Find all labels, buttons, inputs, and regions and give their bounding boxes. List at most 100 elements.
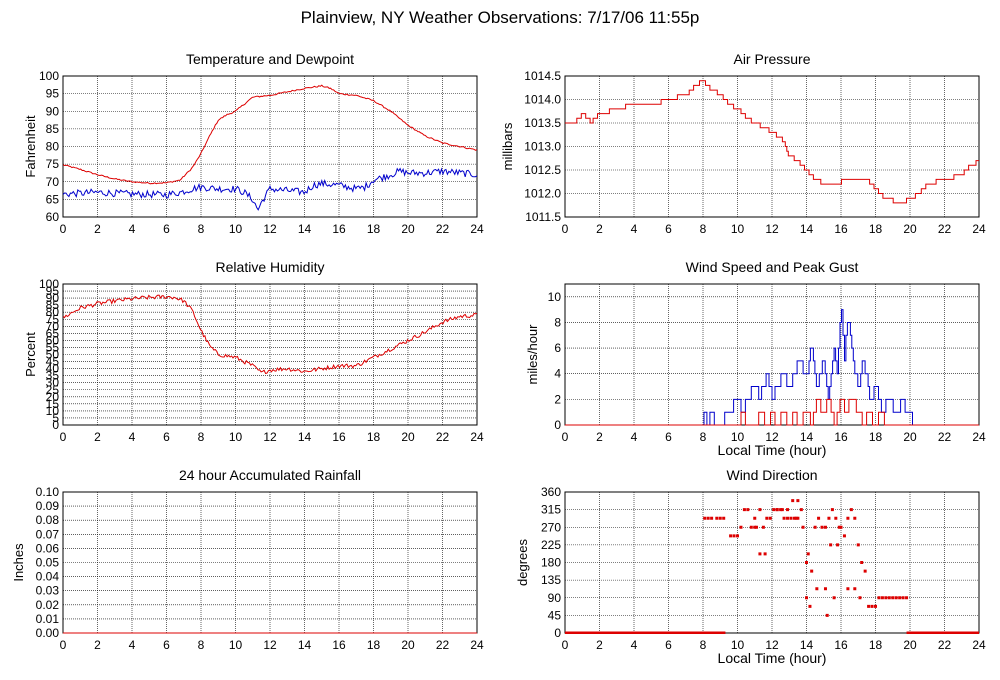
y-tick-label: 1014.5 bbox=[524, 69, 561, 83]
y-tick-label: 0.07 bbox=[36, 527, 60, 541]
x-tick-label: 14 bbox=[800, 222, 814, 236]
x-tick-label: 24 bbox=[470, 222, 484, 236]
x-tick-label: 24 bbox=[972, 638, 986, 652]
y-tick-label: 0.05 bbox=[36, 556, 60, 570]
x-tick-label: 4 bbox=[631, 430, 638, 444]
direction-point bbox=[754, 525, 758, 529]
y-tick-label: 0.08 bbox=[36, 513, 60, 527]
x-tick-label: 22 bbox=[938, 430, 952, 444]
direction-point bbox=[794, 516, 798, 520]
y-tick-label: 90 bbox=[46, 104, 60, 118]
direction-point bbox=[786, 508, 790, 512]
x-tick-label: 14 bbox=[298, 222, 312, 236]
x-tick-label: 22 bbox=[938, 222, 952, 236]
x-tick-label: 8 bbox=[700, 222, 707, 236]
x-tick-label: 16 bbox=[332, 222, 346, 236]
direction-point bbox=[739, 525, 743, 529]
direction-point bbox=[792, 516, 796, 520]
y-tick-label: 270 bbox=[541, 520, 561, 534]
chart-title: Wind Speed and Peak Gust bbox=[686, 259, 859, 275]
chart-title: Temperature and Dewpoint bbox=[186, 51, 354, 67]
direction-point bbox=[853, 516, 857, 520]
direction-point bbox=[799, 508, 803, 512]
y-tick-label: 70 bbox=[46, 175, 60, 189]
x-tick-label: 6 bbox=[665, 430, 672, 444]
direction-point bbox=[763, 552, 767, 556]
x-tick-label: 22 bbox=[436, 638, 450, 652]
x-tick-label: 8 bbox=[198, 638, 205, 652]
direction-point bbox=[775, 508, 779, 512]
series-line-0 bbox=[565, 80, 979, 204]
direction-point bbox=[825, 613, 829, 617]
direction-point bbox=[856, 543, 860, 547]
direction-point bbox=[863, 569, 867, 573]
x-tick-label: 20 bbox=[401, 430, 415, 444]
direction-point bbox=[891, 596, 895, 600]
direction-point bbox=[758, 552, 762, 556]
direction-point bbox=[753, 525, 757, 529]
direction-point bbox=[805, 561, 808, 564]
y-tick-label: 1012.5 bbox=[524, 163, 561, 177]
direction-point bbox=[836, 543, 840, 547]
y-tick-label: 0.01 bbox=[36, 612, 60, 626]
x-tick-label: 6 bbox=[163, 222, 170, 236]
x-tick-label: 0 bbox=[562, 430, 569, 444]
x-tick-label: 24 bbox=[470, 638, 484, 652]
direction-point bbox=[742, 508, 746, 512]
y-tick-label: 90 bbox=[46, 291, 60, 305]
y-tick-label: 8 bbox=[554, 315, 561, 329]
y-tick-label: 180 bbox=[541, 556, 561, 570]
direction-point bbox=[853, 587, 857, 591]
direction-point bbox=[842, 534, 846, 538]
direction-point bbox=[849, 508, 853, 512]
direction-point bbox=[817, 516, 821, 520]
y-tick-label: 0.03 bbox=[36, 584, 60, 598]
direction-point bbox=[808, 604, 812, 608]
direction-point bbox=[786, 516, 790, 520]
direction-point bbox=[884, 596, 888, 600]
chart-title: Air Pressure bbox=[733, 51, 810, 67]
x-tick-label: 24 bbox=[470, 430, 484, 444]
x-tick-label: 24 bbox=[972, 430, 986, 444]
y-tick-label: 1012.0 bbox=[524, 187, 561, 201]
y-tick-label: 100 bbox=[39, 277, 59, 291]
direction-point bbox=[829, 543, 833, 547]
direction-point bbox=[779, 508, 783, 512]
x-tick-label: 20 bbox=[903, 430, 917, 444]
direction-point bbox=[810, 569, 814, 573]
y-tick-label: 80 bbox=[46, 305, 60, 319]
direction-point bbox=[806, 552, 810, 556]
direction-point bbox=[846, 587, 850, 591]
x-tick-label: 24 bbox=[972, 222, 986, 236]
plot-frame bbox=[564, 491, 980, 634]
x-tick-label: 0 bbox=[60, 430, 67, 444]
x-tick-label: 8 bbox=[700, 638, 707, 652]
y-tick-label: 10 bbox=[46, 404, 60, 418]
y-tick-label: 1013.0 bbox=[524, 140, 561, 154]
x-tick-label: 10 bbox=[229, 430, 243, 444]
plot-area bbox=[565, 499, 979, 634]
y-tick-label: 6 bbox=[554, 341, 561, 355]
x-tick-label: 18 bbox=[367, 430, 381, 444]
y-tick-label: 50 bbox=[46, 348, 60, 362]
x-tick-label: 4 bbox=[129, 222, 136, 236]
x-tick-label: 16 bbox=[834, 222, 848, 236]
x-tick-label: 22 bbox=[436, 222, 450, 236]
x-tick-label: 18 bbox=[869, 222, 883, 236]
x-tick-label: 2 bbox=[94, 430, 101, 444]
y-tick-label: 95 bbox=[46, 87, 60, 101]
y-tick-label: 360 bbox=[541, 485, 561, 499]
y-tick-label: 45 bbox=[46, 355, 60, 369]
x-tick-label: 20 bbox=[903, 638, 917, 652]
plot-area bbox=[565, 80, 979, 204]
x-tick-label: 12 bbox=[263, 222, 277, 236]
direction-point bbox=[736, 534, 739, 538]
y-tick-label: 30 bbox=[46, 376, 60, 390]
x-tick-label: 18 bbox=[367, 638, 381, 652]
direction-point bbox=[765, 516, 769, 520]
plot-frame bbox=[62, 75, 478, 218]
